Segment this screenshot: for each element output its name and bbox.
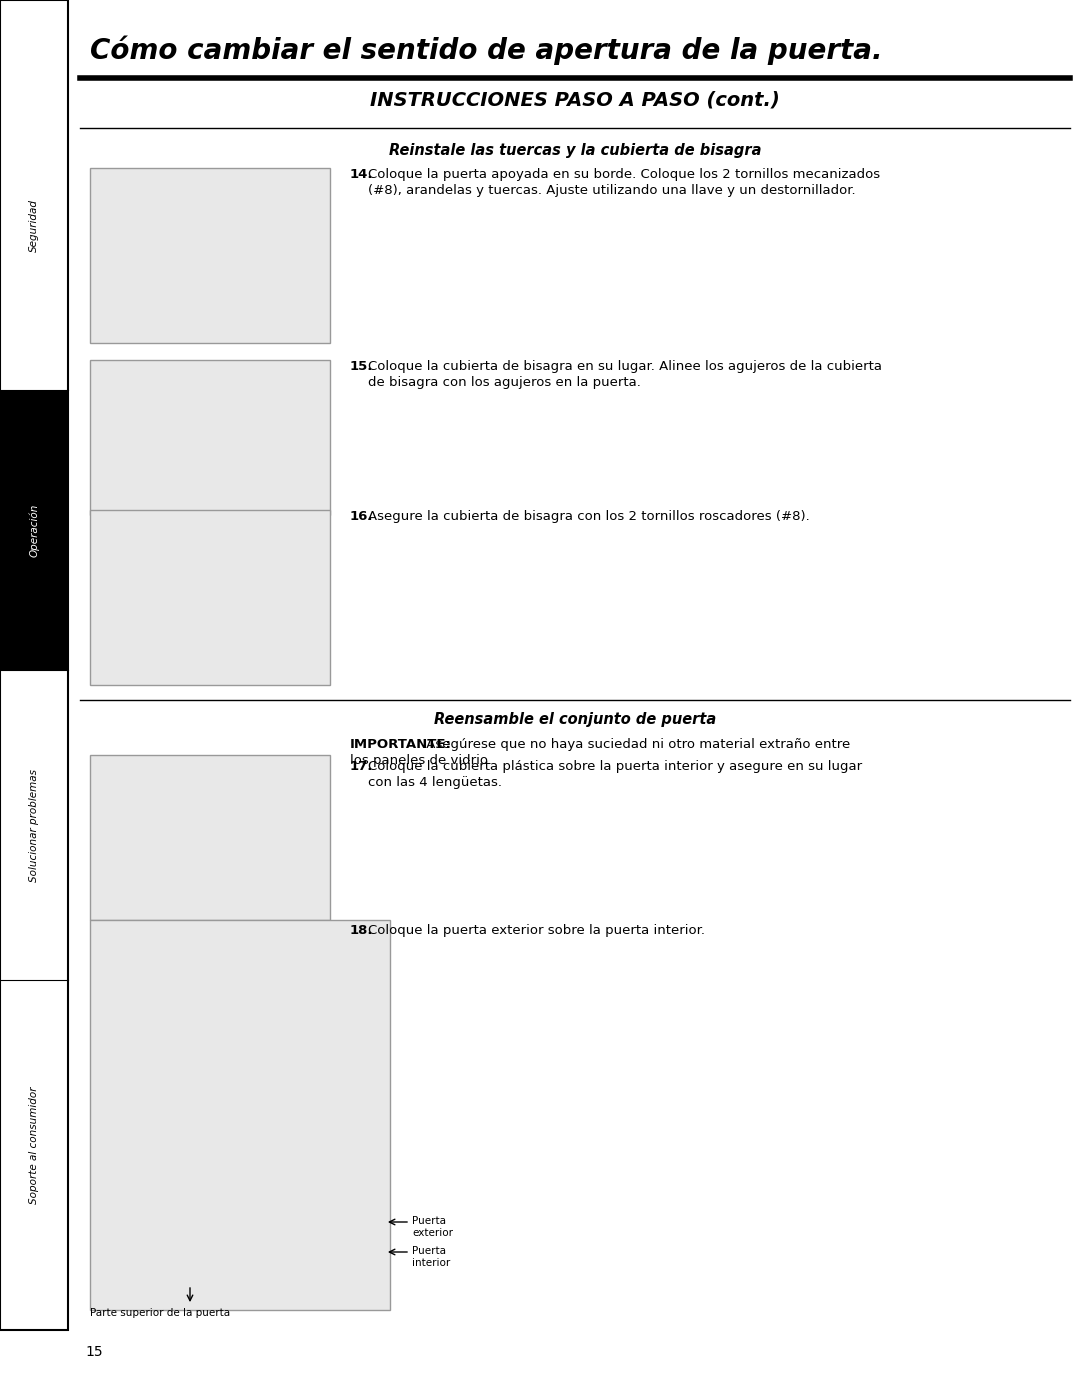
Text: Asegúrese que no haya suciedad ni otro material extraño entre: Asegúrese que no haya suciedad ni otro m… (422, 738, 850, 751)
Text: 17.: 17. (350, 761, 374, 773)
Text: Seguridad: Seguridad (29, 198, 39, 251)
Bar (90, 920, 390, 1310)
Text: 15: 15 (85, 1345, 103, 1359)
Bar (0, 980, 68, 1310)
Text: Coloque la cubierta plástica sobre la puerta interior y asegure en su lugar: Coloque la cubierta plástica sobre la pu… (368, 761, 862, 773)
Text: con las 4 lengüetas.: con las 4 lengüetas. (368, 776, 502, 788)
Text: Cómo cambiar el sentido de apertura de la puerta.: Cómo cambiar el sentido de apertura de l… (90, 35, 882, 64)
Bar (0, 60, 68, 390)
Text: (#8), arandelas y tuercas. Ajuste utilizando una llave y un destornillador.: (#8), arandelas y tuercas. Ajuste utiliz… (368, 185, 855, 197)
Bar (0, 670, 68, 980)
Text: Soporte al consumidor: Soporte al consumidor (29, 1087, 39, 1203)
Bar (90, 168, 330, 343)
Text: 15.: 15. (350, 359, 374, 373)
Text: Solucionar problemas: Solucionar problemas (29, 769, 39, 881)
Bar (90, 359, 330, 515)
Text: Puerta
interior: Puerta interior (411, 1246, 450, 1267)
Bar (0, 0, 68, 1330)
Text: Reinstale las tuercas y la cubierta de bisagra: Reinstale las tuercas y la cubierta de b… (389, 143, 761, 158)
Bar (0, 0, 68, 1388)
Text: Puerta
exterior: Puerta exterior (411, 1216, 453, 1238)
Text: Coloque la puerta apoyada en su borde. Coloque los 2 tornillos mecanizados: Coloque la puerta apoyada en su borde. C… (368, 168, 880, 180)
Bar (90, 509, 330, 686)
Text: Coloque la puerta exterior sobre la puerta interior.: Coloque la puerta exterior sobre la puer… (368, 924, 705, 937)
Text: Reensamble el conjunto de puerta: Reensamble el conjunto de puerta (434, 712, 716, 727)
Text: 18.: 18. (350, 924, 374, 937)
Text: 16.: 16. (350, 509, 374, 523)
Text: los paneles de vidrio.: los paneles de vidrio. (350, 754, 491, 768)
Text: Asegure la cubierta de bisagra con los 2 tornillos roscadores (#8).: Asegure la cubierta de bisagra con los 2… (368, 509, 810, 523)
Bar (90, 755, 330, 920)
Text: Coloque la cubierta de bisagra en su lugar. Alinee los agujeros de la cubierta: Coloque la cubierta de bisagra en su lug… (368, 359, 882, 373)
Text: IMPORTANTE:: IMPORTANTE: (350, 738, 451, 751)
Text: Operación: Operación (29, 504, 39, 557)
Text: 14.: 14. (350, 168, 374, 180)
Bar (0, 390, 68, 670)
Text: INSTRUCCIONES PASO A PASO (cont.): INSTRUCCIONES PASO A PASO (cont.) (370, 90, 780, 110)
Text: de bisagra con los agujeros en la puerta.: de bisagra con los agujeros en la puerta… (368, 376, 640, 389)
Text: Parte superior de la puerta: Parte superior de la puerta (90, 1307, 230, 1319)
